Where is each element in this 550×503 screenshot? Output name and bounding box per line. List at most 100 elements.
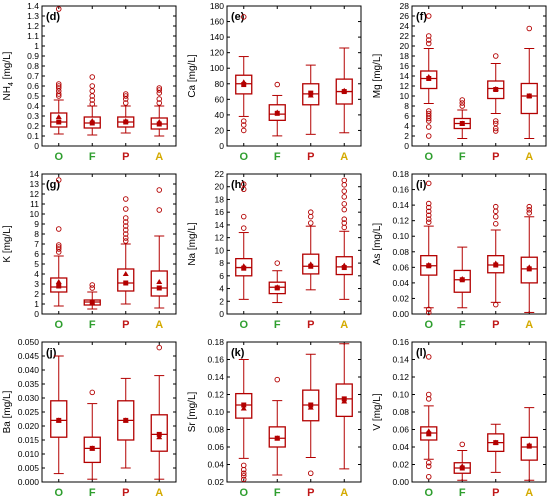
y-tick-label: 40 <box>215 110 225 120</box>
mean-marker <box>308 90 314 96</box>
y-tick-label: 6 <box>219 271 224 281</box>
x-category-label: A <box>525 319 533 331</box>
box-P <box>487 203 505 308</box>
mean-marker <box>341 396 347 402</box>
y-tick-label: 7 <box>34 239 39 249</box>
y-tick-label: 0.025 <box>18 407 40 417</box>
outlier-point <box>56 226 62 232</box>
mean-marker <box>493 87 499 92</box>
boxplot-svg: 0.00 0.02 0.04 0.06 0.08 0.10 0.12 0.14 0.16 O F P A… <box>372 337 547 499</box>
outlier-point <box>156 87 162 93</box>
outlier-point <box>426 37 432 43</box>
y-tick-label: 1 <box>34 41 39 51</box>
mean-marker <box>526 93 532 99</box>
outlier-point <box>89 285 95 291</box>
outlier-point <box>241 186 247 193</box>
outlier-point <box>492 301 499 308</box>
mean-marker <box>341 89 347 95</box>
y-tick-label: 8 <box>34 229 39 239</box>
y-tick-label: 0.4 <box>27 101 39 111</box>
y-tick-label: 22 <box>215 169 225 179</box>
y-tick-label: 20 <box>215 125 225 135</box>
panel-label: (l) <box>416 347 427 359</box>
y-tick-label: 4 <box>219 284 224 294</box>
y-tick-label: 0.050 <box>18 337 40 347</box>
outlier-point <box>459 103 465 109</box>
y-tick-label: 10 <box>215 245 225 255</box>
outlier-point <box>492 214 499 220</box>
y-axis-label: Mg [mg/L] <box>372 54 383 99</box>
outlier-point <box>341 201 347 207</box>
outlier-point <box>274 81 280 88</box>
y-tick-label: 0.08 <box>207 425 224 435</box>
mode-marker <box>122 271 129 276</box>
mean-marker <box>89 445 95 451</box>
outlier-point <box>89 83 95 89</box>
x-category-label: A <box>155 151 163 163</box>
outlier-point <box>156 187 162 193</box>
y-tick-label: 12 <box>400 81 410 91</box>
y-tick-label: 0.10 <box>392 390 409 400</box>
plot-frame <box>411 173 547 315</box>
outlier-point <box>56 246 62 252</box>
box-O <box>235 359 253 483</box>
mode-marker <box>55 279 62 284</box>
mean-marker <box>89 299 95 305</box>
outlier-point <box>241 122 247 128</box>
outlier-point <box>241 476 247 483</box>
outlier-point <box>492 203 499 210</box>
y-tick-label: 0.9 <box>27 51 39 61</box>
outlier-point <box>56 85 62 91</box>
y-tick-label: 0.06 <box>207 442 224 452</box>
y-tick-label: 0.06 <box>392 425 409 435</box>
panel-label: (f) <box>416 11 427 23</box>
y-tick-label: 0.7 <box>27 71 39 81</box>
y-tick-label: 0.04 <box>392 442 409 452</box>
mean-marker <box>526 266 532 272</box>
mean-marker <box>274 285 280 291</box>
outlier-point <box>426 200 432 207</box>
y-tick-label: 20 <box>400 41 410 51</box>
box-P <box>302 353 320 476</box>
outlier-point <box>89 74 95 80</box>
box-A <box>520 407 538 481</box>
box-A <box>335 343 353 470</box>
y-tick-label: 4 <box>34 269 39 279</box>
mean-marker <box>156 431 162 437</box>
box-O <box>50 177 68 307</box>
outlier-point <box>426 180 432 187</box>
y-axis-label: Ca [mg/L] <box>187 54 198 98</box>
y-tick-label: 0.1 <box>27 131 39 141</box>
y-tick-label: 0.015 <box>18 435 40 445</box>
y-tick-label: 16 <box>400 61 410 71</box>
outlier-point <box>122 235 129 241</box>
mean-marker <box>241 265 247 271</box>
chart-panel: 0 2 4 6 8 10 12 14 16 18 20 22 24 26 28 O F P A (f) Mg [mg/L… <box>370 0 550 165</box>
y-tick-label: 0.8 <box>27 61 39 71</box>
chart-panel: 0 20 40 60 80 100 120 140 160 180 O F P A (e) Ca [mg/L] <box>185 0 365 165</box>
outlier-point <box>492 118 499 124</box>
mean-marker <box>459 121 465 126</box>
mean-marker <box>123 119 129 125</box>
box-iqr <box>117 268 135 292</box>
chart-panel: 0 2 4 6 8 10 12 14 16 18 20 22 O F P A (h) Na [mg/L] <box>185 168 365 333</box>
x-category-label: P <box>307 319 314 331</box>
y-tick-label: 160 <box>210 17 224 27</box>
outlier-point <box>122 231 129 237</box>
outlier-point <box>122 196 129 202</box>
outlier-point <box>122 93 129 99</box>
outlier-point <box>426 204 432 211</box>
outlier-point <box>526 207 532 213</box>
box-F <box>83 282 101 310</box>
mean-marker <box>89 120 95 126</box>
outlier-point <box>341 194 347 200</box>
y-tick-label: 4 <box>404 121 409 131</box>
mean-marker <box>426 263 432 269</box>
box-O <box>235 14 253 134</box>
y-axis-label: V [mg/L] <box>372 393 383 430</box>
x-category-label: O <box>54 319 63 331</box>
y-tick-label: 13 <box>30 179 40 189</box>
y-axis-label: NH4 [mg/L] <box>2 51 15 100</box>
panel-label: (h) <box>231 179 245 191</box>
